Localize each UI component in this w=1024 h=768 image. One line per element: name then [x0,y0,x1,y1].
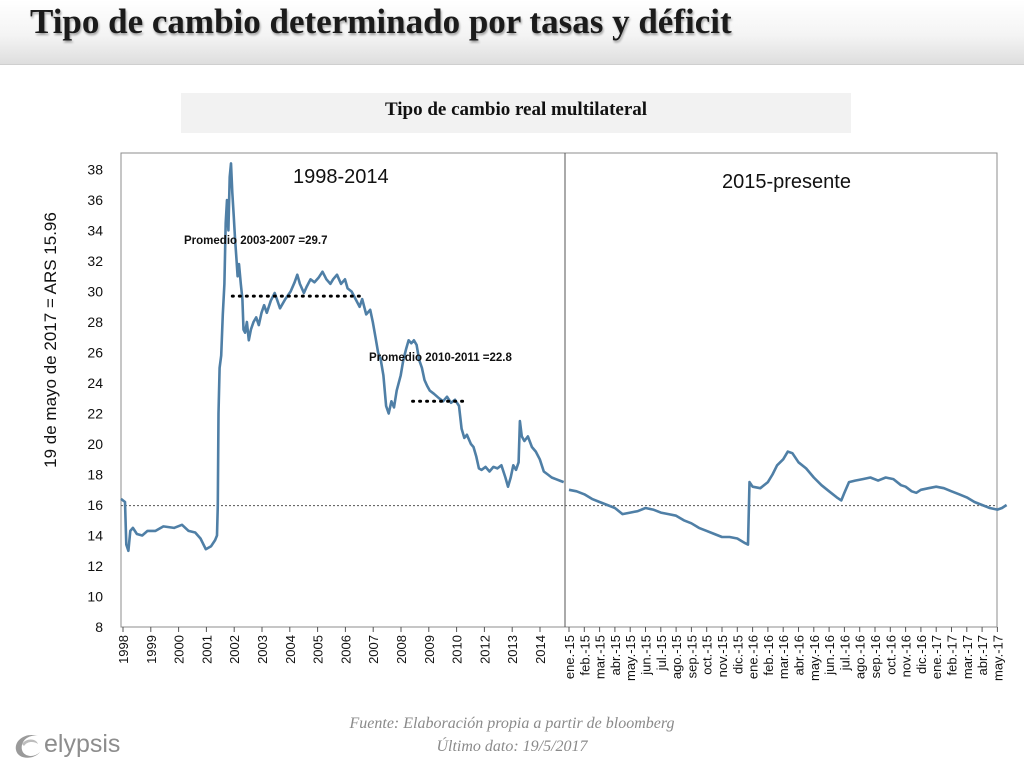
x-tick-label: 2000 [172,635,187,664]
x-tick-label: jul.-16 [837,635,852,671]
x-tick-label: 2008 [394,635,409,664]
y-tick-label: 20 [87,436,103,452]
x-tick-label: 2013 [505,635,520,664]
x-tick-label: 2006 [338,635,353,664]
y-tick-label: 10 [87,589,103,605]
x-tick-label: abr.-16 [792,635,807,675]
x-tick-label: oct.-16 [883,635,898,675]
series-line-2 [568,450,1008,546]
x-tick-label: nov.-16 [899,635,914,677]
x-tick-label: 2009 [422,635,437,664]
x-tick-label: nov.-15 [715,635,730,677]
annotation-label: Promedio 2003-2007 =29.7 [184,235,328,247]
x-tick-label: 2002 [227,635,242,664]
elypsis-logo: elypsis [12,726,132,762]
x-tick-label: dic.-15 [730,635,745,674]
y-tick-label: 34 [87,223,103,239]
x-tick-label: 2012 [477,635,492,664]
last-data-text: Último dato: 19/5/2017 [436,738,588,755]
x-tick-label: 2005 [311,635,326,664]
annotations: Promedio 2003-2007 =29.7 Promedio 2010-20… [184,235,512,403]
y-tick-label: 32 [87,253,103,269]
x-tick-label: mar.-16 [776,635,791,679]
y-tick-label: 24 [87,375,103,391]
logo-text: elypsis [44,730,121,758]
x-tick-label: 2014 [533,635,548,664]
x-tick-label: ene.-15 [562,635,577,679]
x-tick-label: sep.-16 [868,635,883,678]
x-tick-label: sep.-15 [684,635,699,678]
x-tick-label: may.-16 [807,635,822,681]
x-tick-label: abr.-15 [608,635,623,675]
series-group [120,162,1008,553]
x-tick-label: jul.-15 [654,635,669,671]
x-tick-label: feb.-15 [577,635,592,675]
chart-title-box: Tipo de cambio real multilateral [181,93,851,133]
period-label-2015-presente: 2015-presente [722,171,851,193]
slide-title: Tipo de cambio determinado por tasas y d… [30,2,732,41]
annotation-label: Promedio 2010-2011 =22.8 [369,352,512,364]
y-tick-label: 18 [87,467,103,483]
slide-header: Tipo de cambio determinado por tasas y d… [0,0,1024,65]
x-tick-label: 2010 [450,635,465,664]
x-tick-label: ago.-16 [853,635,868,679]
plot-frame [120,152,998,628]
y-tick-label: 22 [87,406,103,422]
y-tick-label: 30 [87,284,103,300]
series-line-1 [120,162,565,553]
source-note: Fuente: Elaboración propia a partir de b… [0,712,1024,758]
x-tick-label: ene.-17 [929,635,944,679]
x-tick-label: 2003 [255,635,270,664]
x-tick-label: dic.-16 [914,635,929,674]
x-tick-label: 1998 [116,635,131,664]
y-axis-label: 19 de mayo de 2017 = ARS 15.96 [41,212,60,468]
x-tick-label: jun.-15 [639,635,654,676]
x-tick-label: feb.-16 [761,635,776,675]
x-tick-label: ago.-15 [669,635,684,679]
x-tick-label: oct.-15 [700,635,715,675]
y-tick-label: 16 [87,497,103,513]
y-tick-label: 28 [87,314,103,330]
period-label-1998-2014: 1998-2014 [293,166,389,188]
x-axis: 1998 1999 2000 2001 2002 2003 2004 2005 2006 2007… [116,627,1005,681]
x-tick-label: ene.-16 [746,635,761,679]
source-text: Fuente: Elaboración propia a partir de b… [349,715,675,732]
chart-title: Tipo de cambio real multilateral [384,99,648,120]
logo-mark-icon [15,734,40,758]
x-tick-label: 2001 [199,635,214,664]
y-tick-label: 36 [87,192,103,208]
y-tick-label: 14 [87,528,103,544]
x-tick-label: 2004 [283,635,298,664]
x-tick-label: 1999 [144,635,159,664]
y-tick-label: 8 [95,619,103,635]
x-tick-label: may.-17 [990,635,1005,681]
x-tick-label: mar.-17 [960,635,975,679]
x-tick-label: may.-15 [623,635,638,681]
x-tick-label: 2007 [366,635,381,664]
y-tick-label: 26 [87,345,103,361]
x-tick-label: feb.-17 [945,635,960,675]
x-tick-label: abr.-17 [975,635,990,675]
x-tick-label: mar.-15 [593,635,608,679]
y-tick-label: 12 [87,558,103,574]
y-axis: 8 10 12 14 16 18 20 22 24 26 28 30 32 34 36 38 [87,162,103,636]
x-tick-label: jun.-16 [822,635,837,676]
y-tick-label: 38 [87,162,103,178]
